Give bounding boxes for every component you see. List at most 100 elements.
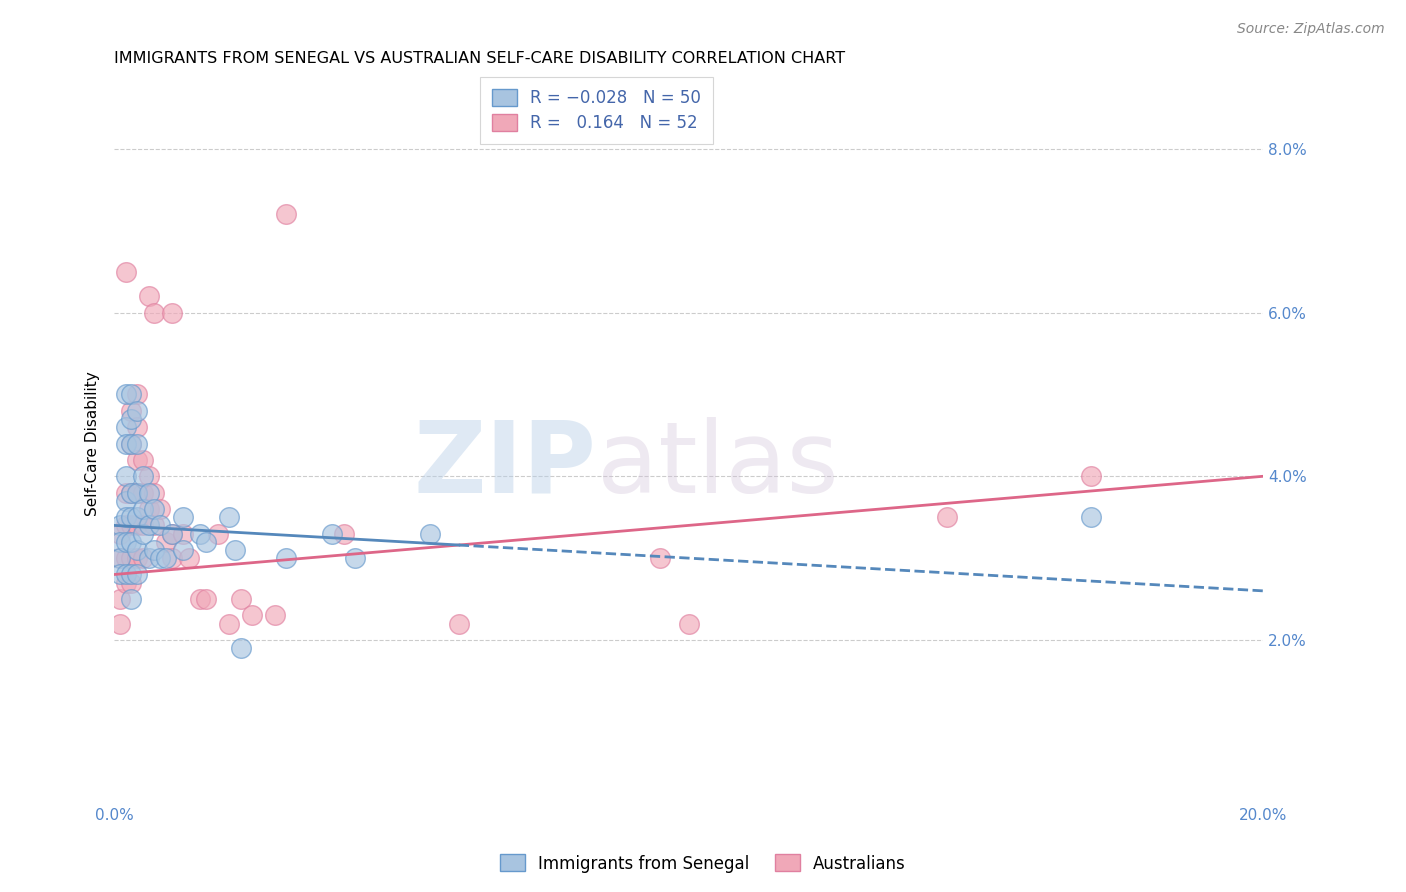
Point <box>172 543 194 558</box>
Point <box>1080 510 1102 524</box>
Point <box>149 518 172 533</box>
Point <box>120 534 142 549</box>
Point <box>160 526 183 541</box>
Point <box>1080 469 1102 483</box>
Point <box>188 592 211 607</box>
Point <box>229 641 252 656</box>
Point <box>108 526 131 541</box>
Point <box>160 551 183 566</box>
Point <box>114 575 136 590</box>
Point <box>678 616 700 631</box>
Point <box>127 510 149 524</box>
Point <box>120 436 142 450</box>
Point <box>218 616 240 631</box>
Point <box>114 387 136 401</box>
Point <box>143 502 166 516</box>
Point <box>138 485 160 500</box>
Point <box>127 436 149 450</box>
Point <box>138 469 160 483</box>
Point <box>321 526 343 541</box>
Point <box>648 551 671 566</box>
Legend: R = −0.028   N = 50, R =   0.164   N = 52: R = −0.028 N = 50, R = 0.164 N = 52 <box>481 78 713 144</box>
Point <box>108 551 131 566</box>
Point <box>120 567 142 582</box>
Point <box>447 616 470 631</box>
Point <box>120 518 142 533</box>
Text: IMMIGRANTS FROM SENEGAL VS AUSTRALIAN SELF-CARE DISABILITY CORRELATION CHART: IMMIGRANTS FROM SENEGAL VS AUSTRALIAN SE… <box>114 51 845 66</box>
Point <box>108 592 131 607</box>
Point <box>138 502 160 516</box>
Point <box>160 305 183 319</box>
Text: atlas: atlas <box>596 417 838 514</box>
Point <box>120 485 142 500</box>
Point <box>218 510 240 524</box>
Point <box>114 567 136 582</box>
Point <box>132 469 155 483</box>
Point <box>155 534 177 549</box>
Point <box>127 420 149 434</box>
Point <box>127 551 149 566</box>
Point <box>120 412 142 426</box>
Point <box>149 502 172 516</box>
Point <box>108 551 131 566</box>
Point <box>120 436 142 450</box>
Point <box>114 534 136 549</box>
Point <box>132 551 155 566</box>
Point <box>195 534 218 549</box>
Point <box>143 543 166 558</box>
Point <box>108 534 131 549</box>
Point <box>264 608 287 623</box>
Point <box>132 502 155 516</box>
Point <box>127 453 149 467</box>
Point <box>149 551 172 566</box>
Point <box>143 518 166 533</box>
Point <box>120 404 142 418</box>
Point <box>240 608 263 623</box>
Point <box>127 567 149 582</box>
Point <box>120 510 142 524</box>
Point <box>114 469 136 483</box>
Point <box>276 551 298 566</box>
Point <box>114 493 136 508</box>
Point <box>120 575 142 590</box>
Point <box>114 485 136 500</box>
Point <box>108 616 131 631</box>
Point <box>224 543 246 558</box>
Point <box>127 543 149 558</box>
Point <box>138 289 160 303</box>
Point <box>936 510 959 524</box>
Point <box>127 518 149 533</box>
Point <box>132 485 155 500</box>
Point <box>160 526 183 541</box>
Point <box>114 510 136 524</box>
Point <box>344 551 367 566</box>
Text: Source: ZipAtlas.com: Source: ZipAtlas.com <box>1237 22 1385 37</box>
Point <box>155 551 177 566</box>
Point <box>132 518 155 533</box>
Point <box>207 526 229 541</box>
Legend: Immigrants from Senegal, Australians: Immigrants from Senegal, Australians <box>494 847 912 880</box>
Point <box>114 518 136 533</box>
Point <box>138 518 160 533</box>
Point <box>114 436 136 450</box>
Point <box>120 485 142 500</box>
Point <box>127 404 149 418</box>
Point <box>114 265 136 279</box>
Point <box>138 551 160 566</box>
Point <box>108 567 131 582</box>
Point <box>177 551 200 566</box>
Point <box>120 387 142 401</box>
Point <box>172 526 194 541</box>
Point <box>120 592 142 607</box>
Point <box>229 592 252 607</box>
Point <box>333 526 356 541</box>
Point <box>172 510 194 524</box>
Point <box>132 526 155 541</box>
Point <box>195 592 218 607</box>
Point <box>188 526 211 541</box>
Point <box>127 485 149 500</box>
Point <box>143 305 166 319</box>
Point <box>108 518 131 533</box>
Text: ZIP: ZIP <box>413 417 596 514</box>
Point <box>127 485 149 500</box>
